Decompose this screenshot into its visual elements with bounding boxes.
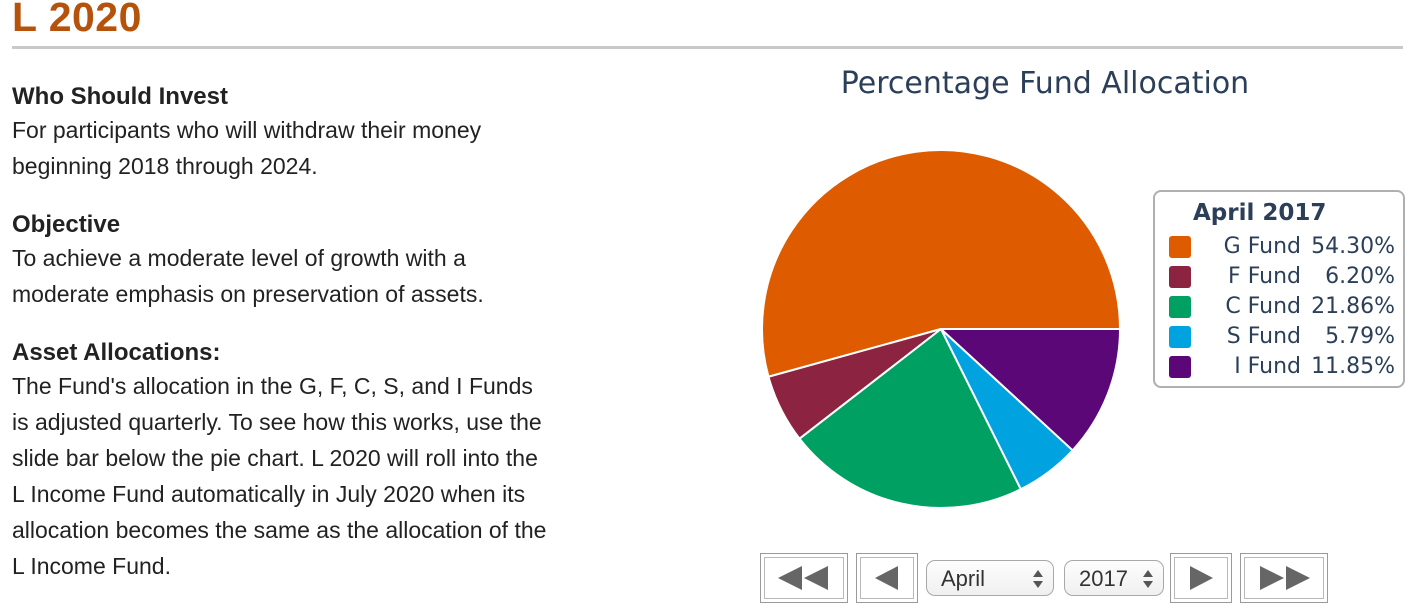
legend-item: I Fund 11.85% (1169, 352, 1397, 382)
section-line: beginning 2018 through 2024. (12, 153, 318, 179)
legend-series-value: 21.86% (1311, 294, 1395, 319)
legend-swatch (1169, 236, 1191, 258)
section-line: The Fund's allocation in the G, F, C, S,… (12, 373, 533, 399)
page-title: L 2020 (12, 0, 142, 40)
legend-item: F Fund 6.20% (1169, 262, 1397, 292)
section-who-should-invest: Who Should Invest For participants who w… (12, 82, 612, 184)
section-line: allocation becomes the same as the alloc… (12, 517, 547, 543)
legend-series-value: 11.85% (1311, 354, 1395, 379)
section-heading: Asset Allocations: (12, 339, 221, 366)
chart-legend: April 2017 G Fund 54.30% F Fund 6.20% C Fund… (1153, 190, 1405, 388)
next-period-button[interactable] (1170, 553, 1232, 603)
legend-series-value: 54.30% (1311, 234, 1395, 259)
legend-series-name: S Fund (1226, 324, 1301, 349)
section-line: L Income Fund automatically in July 2020… (12, 481, 526, 507)
year-select-value: 2017 (1079, 566, 1128, 591)
section-body: To achieve a moderate level of growth wi… (12, 240, 612, 312)
section-line: For participants who will withdraw their… (12, 117, 482, 143)
pie-slice-c-fund (798, 328, 1022, 509)
double-right-triangle-icon (1260, 566, 1310, 590)
month-select-value: April (941, 566, 986, 591)
title-divider (12, 46, 1403, 49)
section-line: moderate emphasis on preservation of ass… (12, 281, 484, 307)
section-heading: Objective (12, 211, 121, 238)
legend-swatch (1169, 296, 1191, 318)
section-body: The Fund's allocation in the G, F, C, S,… (12, 368, 612, 584)
section-asset-allocations: Asset Allocations: The Fund's allocation… (12, 338, 612, 584)
legend-item: G Fund 54.30% (1169, 232, 1397, 262)
legend-series-name: I Fund (1234, 354, 1301, 379)
legend-swatch (1169, 356, 1191, 378)
section-body: For participants who will withdraw their… (12, 112, 612, 184)
section-line: is adjusted quarterly. To see how this w… (12, 409, 542, 435)
legend-item: S Fund 5.79% (1169, 322, 1397, 352)
section-line: L Income Fund. (12, 553, 171, 579)
last-period-button[interactable] (1240, 553, 1328, 603)
updown-caret-icon (1033, 570, 1043, 588)
chart-title: Percentage Fund Allocation (840, 66, 1250, 101)
legend-swatch (1169, 266, 1191, 288)
month-select[interactable]: April (926, 560, 1054, 596)
legend-series-name: C Fund (1225, 294, 1301, 319)
legend-title: April 2017 (1193, 200, 1327, 226)
pie-slice-i-fund (940, 328, 1121, 452)
year-select[interactable]: 2017 (1064, 560, 1164, 596)
section-line: slide bar below the pie chart. L 2020 wi… (12, 445, 538, 471)
pie-slice-g-fund (761, 149, 1121, 378)
legend-series-name: F Fund (1228, 264, 1301, 289)
right-triangle-icon (1190, 566, 1213, 590)
legend-item: C Fund 21.86% (1169, 292, 1397, 322)
description-column: Who Should Invest For participants who w… (12, 82, 612, 610)
pie-chart (761, 149, 1121, 509)
updown-caret-icon (1143, 570, 1153, 588)
legend-series-value: 5.79% (1325, 324, 1395, 349)
section-line: To achieve a moderate level of growth wi… (12, 245, 466, 271)
legend-swatch (1169, 326, 1191, 348)
double-left-triangle-icon (778, 566, 828, 590)
left-triangle-icon (875, 566, 898, 590)
section-heading: Who Should Invest (12, 83, 228, 110)
section-objective: Objective To achieve a moderate level of… (12, 210, 612, 312)
legend-series-name: G Fund (1223, 234, 1301, 259)
previous-period-button[interactable] (856, 553, 918, 603)
legend-series-value: 6.20% (1325, 264, 1395, 289)
first-period-button[interactable] (760, 553, 848, 603)
